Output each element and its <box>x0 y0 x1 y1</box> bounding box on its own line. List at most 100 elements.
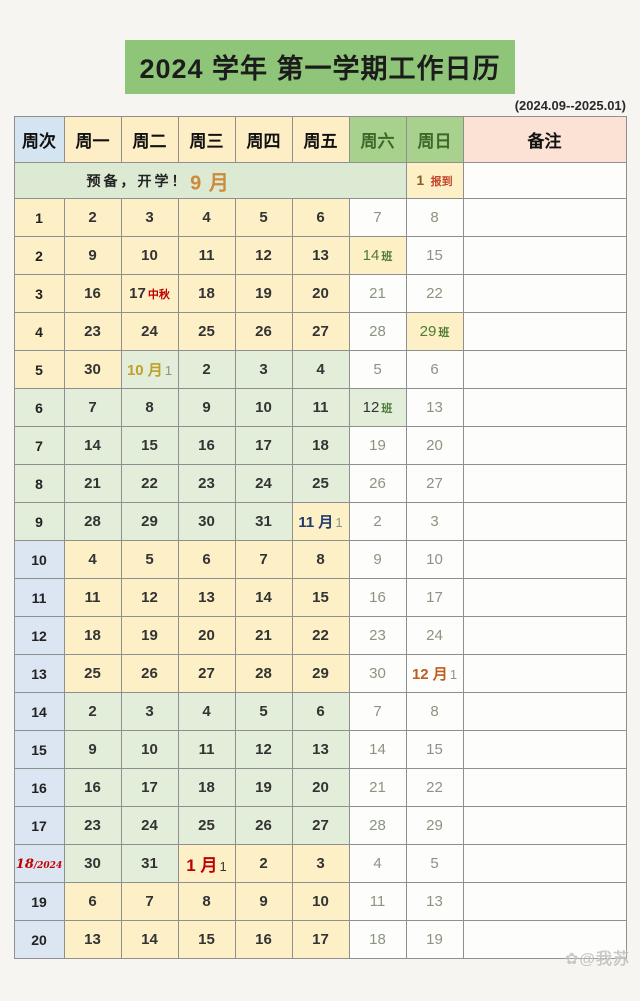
day-number: 20 <box>312 285 329 302</box>
day-number: 3 <box>316 855 325 872</box>
day-number: 17 <box>255 437 272 454</box>
handwritten-week-number: 18/2024 <box>16 857 62 872</box>
day-cell: 24 <box>405 616 464 655</box>
day-number: 27 <box>426 475 443 492</box>
day-cell: 5 <box>120 540 179 579</box>
day-cell: 15 <box>405 730 464 769</box>
day-number: 9 <box>259 893 268 910</box>
week-number-cell: 2 <box>13 236 65 275</box>
day-cell: 18 <box>348 920 407 959</box>
day-number: 10 <box>141 741 158 758</box>
week-number: 8 <box>35 475 43 492</box>
day-cell: 3 <box>405 502 464 541</box>
day-cell: 21 <box>348 274 407 313</box>
day-number: 6 <box>316 703 325 720</box>
day-cell: 7 <box>234 540 293 579</box>
day-cell: 12 <box>234 730 293 769</box>
day-cell: 2 <box>348 502 407 541</box>
day-cell: 11 <box>177 730 236 769</box>
remark-cell <box>462 540 627 579</box>
week-number: 15 <box>31 741 47 758</box>
header-sunday: 周日 <box>405 116 464 163</box>
header-week-number: 周次 <box>13 116 65 163</box>
day-number: 17 <box>141 779 158 796</box>
day-number: 29 <box>312 665 329 682</box>
day-number: 17 <box>426 589 443 606</box>
day-number: 3 <box>145 209 154 226</box>
day-number: 14 <box>369 741 386 758</box>
work-calendar-table: 周次 周一 周二 周三 周四 周五 周六 周日 备注 预备，开学！ 9 月 1 … <box>13 116 627 959</box>
week-row-16: 16 16 17 18 19 20 21 22 <box>13 768 627 807</box>
day-number: 27 <box>198 665 215 682</box>
day-number: 17 <box>312 931 329 948</box>
remark-cell <box>462 882 627 921</box>
day-number: 29 <box>426 817 443 834</box>
day-number: 26 <box>255 323 272 340</box>
day-number: 20 <box>426 437 443 454</box>
week-number-cell: 1 <box>13 198 65 237</box>
day-cell: 28 <box>348 312 407 351</box>
day-number: 21 <box>84 475 101 492</box>
day-cell: 15 <box>177 920 236 959</box>
day-number: 8 <box>316 551 325 568</box>
day-number: 1 <box>164 363 173 378</box>
header-remark: 备注 <box>462 116 627 163</box>
day-number: 10 <box>255 399 272 416</box>
day-cell: 10 <box>120 236 179 275</box>
day-number: 2 <box>88 209 97 226</box>
day-cell: 20 <box>177 616 236 655</box>
day-number: 11 <box>198 247 215 264</box>
remark-cell <box>462 426 627 465</box>
day-cell: 11 <box>63 578 122 617</box>
week-number: 6 <box>35 399 43 416</box>
day-number: 22 <box>426 285 443 302</box>
day-number: 18 <box>369 931 386 948</box>
day-cell: 31 <box>234 502 293 541</box>
day-cell: 7 <box>348 198 407 237</box>
day-number: 8 <box>202 893 211 910</box>
day-cell: 27 <box>291 806 350 845</box>
flower-icon: ✿ <box>564 951 580 968</box>
day-cell: 12 <box>120 578 179 617</box>
day-number: 23 <box>369 627 386 644</box>
day-cell: 21 <box>348 768 407 807</box>
day-cell: 24 <box>234 464 293 503</box>
remark-cell <box>462 616 627 655</box>
page-title: 2024 学年 第一学期工作日历 <box>125 40 515 94</box>
day-number: 23 <box>84 817 101 834</box>
day-cell: 11 <box>177 236 236 275</box>
day-cell: 16 <box>234 920 293 959</box>
day-number: 4 <box>316 361 325 378</box>
day-cell: 5 <box>234 198 293 237</box>
week-number: 16 <box>31 779 47 796</box>
day-cell: 17 <box>234 426 293 465</box>
week-row-4: 4 23 24 25 26 27 28 29 班 <box>13 312 627 351</box>
day-number: 4 <box>373 855 382 872</box>
day-cell: 20 <box>405 426 464 465</box>
day-cell: 2 <box>234 844 293 883</box>
day-cell: 9 <box>348 540 407 579</box>
day-cell: 27 <box>405 464 464 503</box>
day-number: 14 <box>84 437 101 454</box>
day-number: 16 <box>369 589 386 606</box>
day-cell: 14 <box>234 578 293 617</box>
day-cell: 18 <box>291 426 350 465</box>
remark-cell <box>462 692 627 731</box>
day-number: 14 <box>141 931 158 948</box>
day-number: 8 <box>145 399 154 416</box>
day-number: 28 <box>369 323 386 340</box>
day-number: 2 <box>202 361 211 378</box>
day-cell: 14 <box>63 426 122 465</box>
report-day-cell: 1 报到 <box>405 162 464 199</box>
day-cell: 22 <box>405 768 464 807</box>
september-label: 9 月 <box>190 172 230 194</box>
week-row-11: 11 11 12 13 14 15 16 17 <box>13 578 627 617</box>
day-cell: 8 <box>120 388 179 427</box>
day-cell: 17 <box>291 920 350 959</box>
remark-cell <box>462 654 627 693</box>
day-cell: 13 <box>405 882 464 921</box>
date-range: (2024.09--2025.01) <box>514 98 626 113</box>
day-number: 15 <box>312 589 329 606</box>
week-row-3: 3 16 17 中秋 18 19 20 21 22 <box>13 274 627 313</box>
day-cell: 27 <box>291 312 350 351</box>
